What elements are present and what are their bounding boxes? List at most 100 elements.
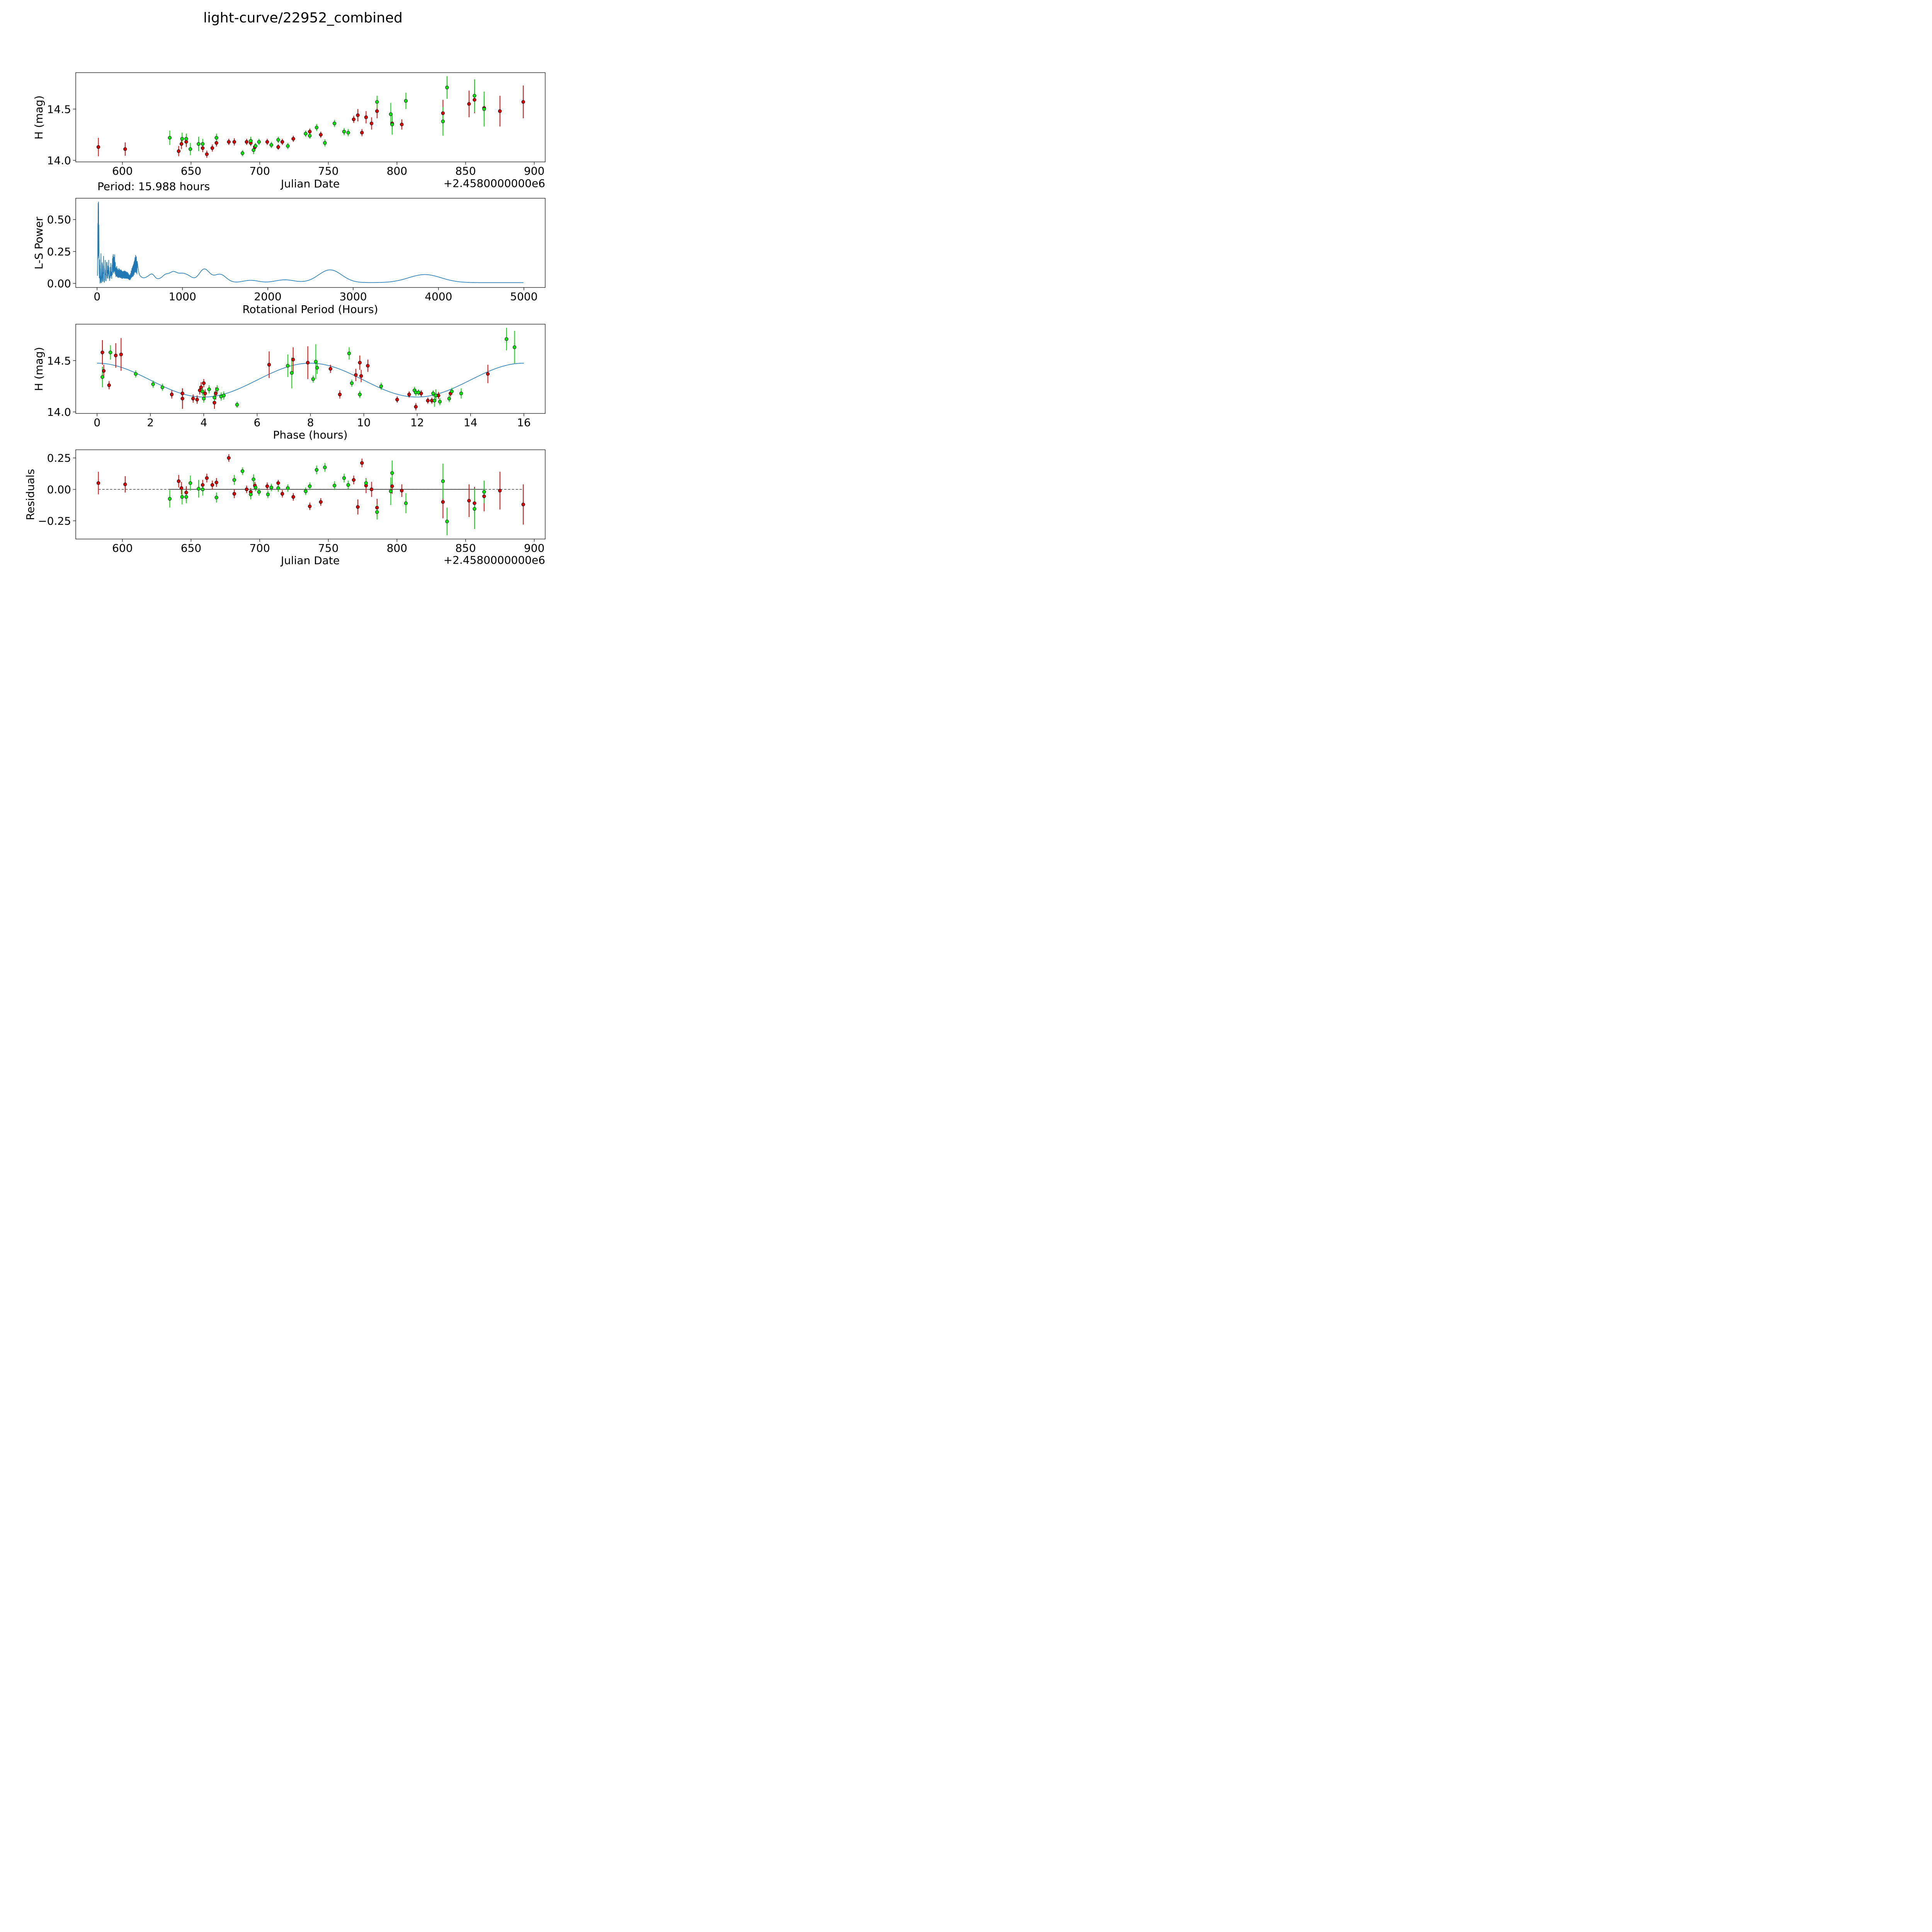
lightcurve-point-red bbox=[201, 146, 205, 150]
residuals-point-green bbox=[232, 478, 236, 482]
residuals-point-red bbox=[441, 500, 445, 504]
lightcurve-point-red bbox=[369, 121, 374, 126]
phased-xtick-label: 14 bbox=[464, 416, 478, 429]
panel-residuals: 600 650 700 750 800 850 900 −0.25 0.00 0.25 Julia… bbox=[24, 449, 546, 567]
residuals-point-green bbox=[390, 471, 394, 475]
residuals-point-red bbox=[232, 492, 236, 496]
lightcurve-point-green bbox=[304, 132, 308, 136]
lightcurve-offset-label: +2.4580000000e6 bbox=[444, 177, 545, 190]
residuals-point-red bbox=[319, 500, 323, 504]
lightcurve-point-red bbox=[291, 137, 295, 141]
phased-point-green bbox=[109, 350, 112, 354]
phased-point-red bbox=[359, 374, 363, 378]
lightcurve-point-green bbox=[253, 144, 258, 148]
residuals-point-green bbox=[201, 487, 205, 492]
lightcurve-point-green bbox=[168, 136, 172, 140]
residuals-point-red bbox=[308, 504, 312, 509]
lightcurve-point-green bbox=[214, 136, 218, 140]
residuals-point-green bbox=[180, 495, 184, 499]
residuals-point-red bbox=[473, 501, 476, 505]
residuals-point-green bbox=[323, 465, 327, 469]
phased-point-green bbox=[100, 375, 104, 379]
phased-point-red bbox=[102, 369, 106, 373]
phased-xtick-label: 8 bbox=[307, 416, 314, 429]
residuals-point-red bbox=[177, 479, 181, 483]
residuals-point-red bbox=[375, 505, 379, 510]
phased-point-red bbox=[119, 352, 123, 357]
residuals-point-green bbox=[473, 507, 476, 511]
phased-point-red bbox=[199, 385, 203, 389]
phased-point-red bbox=[306, 361, 310, 365]
phased-xtick-label: 2 bbox=[147, 416, 154, 429]
lightcurve-point-red bbox=[467, 102, 471, 106]
lightcurve-point-red bbox=[96, 145, 100, 149]
residuals-point-green bbox=[445, 519, 449, 524]
phased-xtick-label: 0 bbox=[94, 416, 100, 429]
phased-point-green bbox=[450, 389, 454, 393]
lightcurve-point-green bbox=[346, 131, 350, 135]
residuals-point-red bbox=[201, 483, 205, 487]
phased-model-curve bbox=[97, 363, 524, 398]
lightcurve-xtick-label: 650 bbox=[181, 165, 201, 177]
lightcurve-point-red bbox=[177, 149, 181, 153]
periodogram-xtick-label: 2000 bbox=[254, 290, 281, 303]
phased-point-green bbox=[290, 371, 294, 375]
lightcurve-point-green bbox=[188, 147, 192, 151]
phased-point-red bbox=[107, 383, 111, 387]
phased-point-red bbox=[328, 367, 332, 371]
residuals-ytick-label: 0.25 bbox=[47, 452, 71, 464]
phased-point-red bbox=[338, 393, 342, 396]
lightcurve-point-green bbox=[180, 137, 184, 141]
panel-lightcurve: 600 650 700 750 800 850 900 14.0 14.5 Julian Dat… bbox=[32, 72, 546, 190]
residuals-point-green bbox=[266, 492, 270, 497]
lightcurve-xtick-label: 800 bbox=[387, 165, 407, 177]
residuals-point-green bbox=[332, 484, 337, 488]
residuals-point-green bbox=[240, 469, 245, 473]
periodogram-ylabel: L-S Power bbox=[32, 216, 45, 269]
residuals-point-red bbox=[291, 495, 295, 499]
phased-point-red bbox=[414, 405, 418, 409]
residuals-point-green bbox=[375, 510, 379, 514]
lightcurve-point-green bbox=[308, 134, 312, 138]
lightcurve-point-red bbox=[214, 141, 218, 145]
phased-point-red bbox=[203, 391, 207, 395]
lightcurve-point-red bbox=[400, 122, 404, 126]
residuals-grid-ticks: 600 650 700 750 800 850 900 −0.25 0.00 0.25 bbox=[38, 452, 544, 554]
residuals-xlabel: Julian Date bbox=[280, 554, 340, 567]
residuals-point-green bbox=[286, 486, 290, 490]
residuals-point-red bbox=[245, 487, 249, 492]
phased-point-red bbox=[291, 357, 295, 362]
phased-point-green bbox=[134, 372, 138, 376]
phased-xtick-label: 6 bbox=[254, 416, 261, 429]
phased-point-green bbox=[350, 381, 354, 385]
phased-point-red bbox=[366, 364, 370, 368]
phased-point-red bbox=[202, 381, 206, 385]
residuals-point-red bbox=[360, 461, 364, 465]
periodogram-xtick-label: 3000 bbox=[339, 290, 367, 303]
residuals-ytick-label: 0.00 bbox=[47, 483, 71, 496]
phased-xtick-label: 12 bbox=[410, 416, 424, 429]
residuals-point-red bbox=[96, 481, 100, 485]
phased-point-red bbox=[100, 350, 104, 354]
lightcurve-point-green bbox=[390, 122, 394, 126]
residuals-ylabel: Residuals bbox=[24, 469, 37, 520]
lightcurve-point-red bbox=[352, 117, 356, 121]
residuals-point-red bbox=[521, 502, 525, 507]
lightcurve-point-green bbox=[342, 129, 346, 134]
residuals-point-green bbox=[346, 483, 350, 487]
lightcurve-point-red bbox=[280, 140, 284, 144]
lightcurve-point-red bbox=[232, 140, 236, 144]
residuals-point-green bbox=[168, 497, 172, 501]
residuals-point-red bbox=[369, 487, 374, 492]
phased-point-green bbox=[311, 377, 315, 381]
lightcurve-point-red bbox=[179, 142, 184, 146]
periodogram-grid-ticks: 0 1000 2000 3000 4000 5000 0.00 0.25 0.50 bbox=[47, 213, 538, 303]
phased-point-red bbox=[180, 391, 184, 395]
residuals-xtick-label: 900 bbox=[524, 542, 544, 554]
lightcurve-point-red bbox=[498, 109, 502, 113]
residuals-point-red bbox=[210, 483, 214, 487]
residuals-point-red bbox=[498, 489, 502, 493]
lightcurve-xtick-label: 750 bbox=[318, 165, 338, 177]
residuals-point-green bbox=[214, 495, 218, 500]
lightcurve-point-green bbox=[323, 141, 327, 145]
